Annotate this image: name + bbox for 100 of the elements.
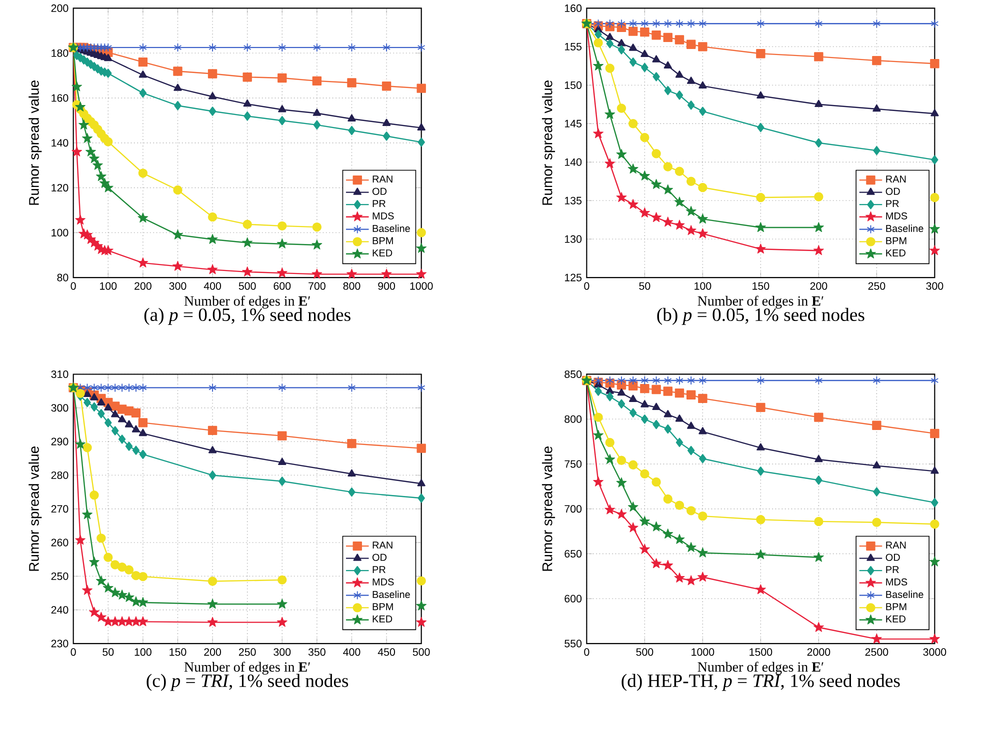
x-tick-label: 500 [636,648,654,656]
legend-label: Baseline [886,224,924,232]
legend-label: Baseline [372,590,410,598]
x-tick-label: 500 [412,648,430,656]
legend-label: OD [372,188,387,196]
legend-label: RAN [886,176,906,183]
y-tick-label: 180 [52,50,68,58]
x-tick-label: 200 [810,282,828,290]
y-tick-label: 310 [51,370,68,378]
y-tick-label: 145 [564,120,582,128]
x-tick-label: 100 [100,282,117,290]
x-tick-label: 100 [134,648,152,656]
y-tick-label: 650 [564,550,582,558]
legend-label: PR [372,566,386,574]
legend-label: MDS [372,212,394,220]
y-tick-label: 135 [564,197,582,205]
x-tick-label: 100 [694,282,712,290]
y-tick-label: 600 [564,595,582,603]
x-tick-label: 0 [584,648,590,656]
x-tick-label: 700 [308,282,326,290]
x-tick-label: 50 [102,648,114,656]
x-tick-label: 300 [169,282,186,290]
y-tick-label: 140 [52,139,68,147]
legend-label: Baseline [372,224,410,232]
x-tick-label: 600 [274,282,291,290]
x-tick-label: 1500 [750,648,772,656]
x-tick-label: 800 [343,282,360,290]
x-tick-label: 400 [343,648,360,656]
text: (b) p = 0.05, 1% seed nodes [657,308,864,326]
y-tick-label: 290 [51,438,68,446]
x-tick-label: 0 [584,282,590,290]
text: (c) p = TRI, 1% seed nodes [146,674,348,692]
y-tick-label: 270 [51,505,68,513]
y-tick-label: 100 [52,229,68,237]
y-tick-label: 140 [564,158,582,166]
y-tick-label: 300 [51,404,68,412]
x-tick-label: 200 [134,282,152,290]
y-tick-label: 125 [564,274,582,282]
y-tick-label: 800 [564,416,582,424]
x-tick-label: 3000 [923,648,946,656]
x-tick-label: 150 [170,648,186,656]
x-tick-label: 1000 [410,282,433,290]
y-tick-label: 160 [564,4,582,12]
legend-label: Baseline [886,590,924,598]
x-tick-label: 450 [378,648,396,656]
x-tick-label: 50 [639,282,650,290]
x-axis-title: Number of edges in E′ [698,296,824,309]
y-tick-label: 280 [51,472,68,480]
x-tick-label: 350 [308,648,326,656]
legend-label: PR [886,200,899,208]
y-tick-label: 200 [51,4,68,12]
x-tick-label: 250 [868,282,886,290]
legend-label: PR [886,566,899,574]
legend-label: BPM [372,237,393,244]
x-axis-title: Number of edges in E′ [698,662,824,675]
legend-label: OD [886,554,900,562]
text: (a) p = 0.05, 1% seed nodes [144,308,350,326]
y-tick-label: 150 [564,82,582,90]
x-axis-title: Number of edges in E′ [184,296,310,309]
y-tick-label: 550 [564,640,582,648]
legend-label: OD [886,188,900,196]
legend-label: MDS [886,578,908,586]
y-tick-label: 260 [51,538,68,547]
x-axis-title: Number of edges in E′ [184,662,310,675]
y-tick-label: 230 [51,640,68,648]
y-axis-title: Rumor spread value [542,80,556,205]
text: (d) HEP-TH, p = TRI, 1% seed nodes [622,674,900,692]
legend-label: BPM [886,237,906,244]
legend-label: OD [372,554,387,562]
y-tick-label: 850 [564,370,582,378]
y-tick-label: 130 [564,236,582,244]
x-tick-label: 400 [204,282,222,290]
x-tick-label: 150 [752,282,770,290]
y-axis-title: Rumor spread value [28,446,42,571]
x-tick-label: 1000 [692,648,714,656]
y-tick-label: 160 [52,94,68,102]
y-tick-label: 750 [564,460,582,468]
legend-label: MDS [372,578,394,586]
legend-label: MDS [886,212,908,220]
legend-label: KED [372,616,392,623]
x-tick-label: 300 [926,282,944,290]
x-tick-label: 2000 [807,648,830,656]
x-tick-label: 0 [70,648,76,656]
x-tick-label: 0 [70,282,76,290]
legend-label: KED [372,250,392,257]
y-tick-label: 240 [51,606,68,614]
x-tick-label: 2500 [865,648,888,656]
y-axis-title: Rumor spread value [28,80,42,205]
y-tick-label: 155 [564,43,582,51]
legend-label: RAN [886,542,906,549]
x-tick-label: 300 [274,648,291,656]
x-tick-label: 500 [238,282,256,290]
legend-label: KED [886,616,906,623]
x-tick-label: 250 [238,648,256,656]
x-tick-label: 900 [378,282,396,290]
y-tick-label: 250 [51,572,68,580]
legend-label: PR [372,200,386,208]
legend-label: KED [886,250,906,257]
legend-label: RAN [372,542,392,549]
y-tick-label: 700 [564,505,582,513]
